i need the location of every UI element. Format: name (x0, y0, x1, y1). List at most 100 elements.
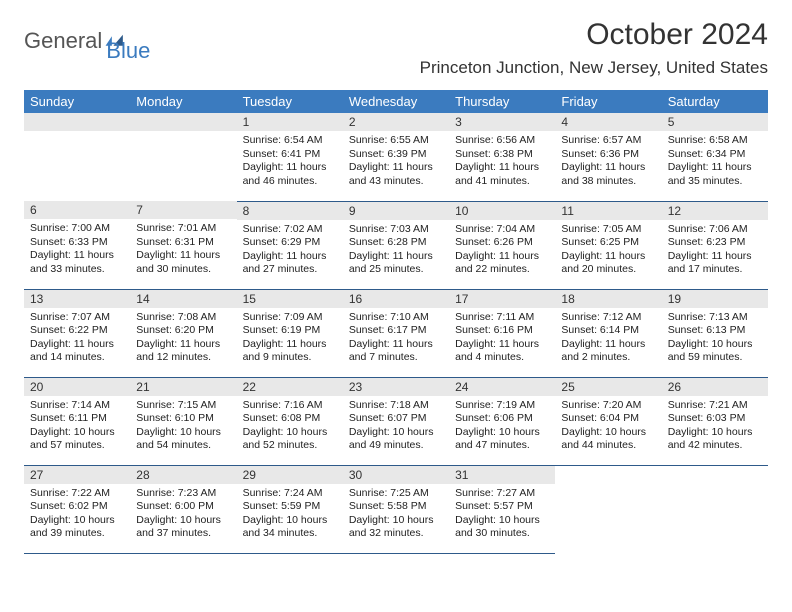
day-details: Sunrise: 7:06 AMSunset: 6:23 PMDaylight:… (662, 220, 768, 282)
calendar-table: Sunday Monday Tuesday Wednesday Thursday… (24, 90, 768, 554)
calendar-row: 27Sunrise: 7:22 AMSunset: 6:02 PMDayligh… (24, 465, 768, 553)
day-number: 24 (449, 378, 555, 396)
day-number: 1 (237, 113, 343, 131)
col-monday: Monday (130, 90, 236, 113)
logo: General Blue (24, 18, 150, 64)
day-details: Sunrise: 7:11 AMSunset: 6:16 PMDaylight:… (449, 308, 555, 370)
calendar-cell: 11Sunrise: 7:05 AMSunset: 6:25 PMDayligh… (555, 201, 661, 289)
day-number: 7 (130, 201, 236, 219)
day-number: 3 (449, 113, 555, 131)
day-number: 28 (130, 466, 236, 484)
month-title: October 2024 (420, 18, 768, 52)
day-details: Sunrise: 7:23 AMSunset: 6:00 PMDaylight:… (130, 484, 236, 546)
col-sunday: Sunday (24, 90, 130, 113)
day-details: Sunrise: 6:55 AMSunset: 6:39 PMDaylight:… (343, 131, 449, 193)
calendar-cell: 22Sunrise: 7:16 AMSunset: 6:08 PMDayligh… (237, 377, 343, 465)
col-saturday: Saturday (662, 90, 768, 113)
day-details: Sunrise: 7:22 AMSunset: 6:02 PMDaylight:… (24, 484, 130, 546)
logo-text-blue: Blue (106, 38, 150, 64)
day-number: 14 (130, 290, 236, 308)
calendar-cell (130, 113, 236, 201)
day-number: 9 (343, 202, 449, 220)
day-details: Sunrise: 7:04 AMSunset: 6:26 PMDaylight:… (449, 220, 555, 282)
day-number: 6 (24, 201, 130, 219)
calendar-cell: 24Sunrise: 7:19 AMSunset: 6:06 PMDayligh… (449, 377, 555, 465)
header-row: Sunday Monday Tuesday Wednesday Thursday… (24, 90, 768, 113)
calendar-row: 13Sunrise: 7:07 AMSunset: 6:22 PMDayligh… (24, 289, 768, 377)
day-details: Sunrise: 7:25 AMSunset: 5:58 PMDaylight:… (343, 484, 449, 546)
calendar-cell: 4Sunrise: 6:57 AMSunset: 6:36 PMDaylight… (555, 113, 661, 201)
calendar-cell: 3Sunrise: 6:56 AMSunset: 6:38 PMDaylight… (449, 113, 555, 201)
day-details: Sunrise: 7:21 AMSunset: 6:03 PMDaylight:… (662, 396, 768, 458)
calendar-cell: 23Sunrise: 7:18 AMSunset: 6:07 PMDayligh… (343, 377, 449, 465)
calendar-cell: 16Sunrise: 7:10 AMSunset: 6:17 PMDayligh… (343, 289, 449, 377)
col-wednesday: Wednesday (343, 90, 449, 113)
day-number: 16 (343, 290, 449, 308)
calendar-cell (662, 465, 768, 553)
day-details: Sunrise: 7:00 AMSunset: 6:33 PMDaylight:… (24, 219, 130, 281)
calendar-cell: 21Sunrise: 7:15 AMSunset: 6:10 PMDayligh… (130, 377, 236, 465)
day-details: Sunrise: 7:01 AMSunset: 6:31 PMDaylight:… (130, 219, 236, 281)
day-details: Sunrise: 7:09 AMSunset: 6:19 PMDaylight:… (237, 308, 343, 370)
day-number: 20 (24, 378, 130, 396)
day-details: Sunrise: 7:12 AMSunset: 6:14 PMDaylight:… (555, 308, 661, 370)
day-number: 10 (449, 202, 555, 220)
calendar-cell: 30Sunrise: 7:25 AMSunset: 5:58 PMDayligh… (343, 465, 449, 553)
calendar-cell: 17Sunrise: 7:11 AMSunset: 6:16 PMDayligh… (449, 289, 555, 377)
calendar-cell: 14Sunrise: 7:08 AMSunset: 6:20 PMDayligh… (130, 289, 236, 377)
day-details: Sunrise: 7:07 AMSunset: 6:22 PMDaylight:… (24, 308, 130, 370)
col-friday: Friday (555, 90, 661, 113)
calendar-cell: 15Sunrise: 7:09 AMSunset: 6:19 PMDayligh… (237, 289, 343, 377)
day-number: 12 (662, 202, 768, 220)
day-details: Sunrise: 6:54 AMSunset: 6:41 PMDaylight:… (237, 131, 343, 193)
day-details: Sunrise: 7:14 AMSunset: 6:11 PMDaylight:… (24, 396, 130, 458)
calendar-row: 6Sunrise: 7:00 AMSunset: 6:33 PMDaylight… (24, 201, 768, 289)
calendar-cell: 26Sunrise: 7:21 AMSunset: 6:03 PMDayligh… (662, 377, 768, 465)
day-number: 5 (662, 113, 768, 131)
day-number: 25 (555, 378, 661, 396)
calendar-cell: 2Sunrise: 6:55 AMSunset: 6:39 PMDaylight… (343, 113, 449, 201)
day-number: 26 (662, 378, 768, 396)
calendar-cell: 19Sunrise: 7:13 AMSunset: 6:13 PMDayligh… (662, 289, 768, 377)
calendar-cell (555, 465, 661, 553)
calendar-cell: 13Sunrise: 7:07 AMSunset: 6:22 PMDayligh… (24, 289, 130, 377)
day-details: Sunrise: 7:24 AMSunset: 5:59 PMDaylight:… (237, 484, 343, 546)
calendar-cell: 28Sunrise: 7:23 AMSunset: 6:00 PMDayligh… (130, 465, 236, 553)
day-details: Sunrise: 7:18 AMSunset: 6:07 PMDaylight:… (343, 396, 449, 458)
calendar-row: 1Sunrise: 6:54 AMSunset: 6:41 PMDaylight… (24, 113, 768, 201)
calendar-cell: 10Sunrise: 7:04 AMSunset: 6:26 PMDayligh… (449, 201, 555, 289)
day-number: 29 (237, 466, 343, 484)
day-number: 18 (555, 290, 661, 308)
day-details: Sunrise: 7:10 AMSunset: 6:17 PMDaylight:… (343, 308, 449, 370)
day-details: Sunrise: 7:19 AMSunset: 6:06 PMDaylight:… (449, 396, 555, 458)
calendar-cell: 18Sunrise: 7:12 AMSunset: 6:14 PMDayligh… (555, 289, 661, 377)
day-number: 19 (662, 290, 768, 308)
calendar-cell: 29Sunrise: 7:24 AMSunset: 5:59 PMDayligh… (237, 465, 343, 553)
day-number: 11 (555, 202, 661, 220)
calendar-cell: 7Sunrise: 7:01 AMSunset: 6:31 PMDaylight… (130, 201, 236, 289)
calendar-row: 20Sunrise: 7:14 AMSunset: 6:11 PMDayligh… (24, 377, 768, 465)
day-number: 22 (237, 378, 343, 396)
calendar-cell: 5Sunrise: 6:58 AMSunset: 6:34 PMDaylight… (662, 113, 768, 201)
calendar-cell: 6Sunrise: 7:00 AMSunset: 6:33 PMDaylight… (24, 201, 130, 289)
day-number: 13 (24, 290, 130, 308)
calendar-cell: 9Sunrise: 7:03 AMSunset: 6:28 PMDaylight… (343, 201, 449, 289)
calendar-cell (24, 113, 130, 201)
day-details: Sunrise: 6:57 AMSunset: 6:36 PMDaylight:… (555, 131, 661, 193)
day-details: Sunrise: 6:56 AMSunset: 6:38 PMDaylight:… (449, 131, 555, 193)
day-number: 17 (449, 290, 555, 308)
calendar-cell: 27Sunrise: 7:22 AMSunset: 6:02 PMDayligh… (24, 465, 130, 553)
day-details: Sunrise: 7:08 AMSunset: 6:20 PMDaylight:… (130, 308, 236, 370)
day-number: 21 (130, 378, 236, 396)
day-number: 8 (237, 202, 343, 220)
calendar-cell: 8Sunrise: 7:02 AMSunset: 6:29 PMDaylight… (237, 201, 343, 289)
day-number: 23 (343, 378, 449, 396)
day-details: Sunrise: 6:58 AMSunset: 6:34 PMDaylight:… (662, 131, 768, 193)
day-details: Sunrise: 7:20 AMSunset: 6:04 PMDaylight:… (555, 396, 661, 458)
day-details: Sunrise: 7:16 AMSunset: 6:08 PMDaylight:… (237, 396, 343, 458)
day-number: 15 (237, 290, 343, 308)
day-number: 2 (343, 113, 449, 131)
day-details: Sunrise: 7:02 AMSunset: 6:29 PMDaylight:… (237, 220, 343, 282)
day-details: Sunrise: 7:13 AMSunset: 6:13 PMDaylight:… (662, 308, 768, 370)
col-thursday: Thursday (449, 90, 555, 113)
